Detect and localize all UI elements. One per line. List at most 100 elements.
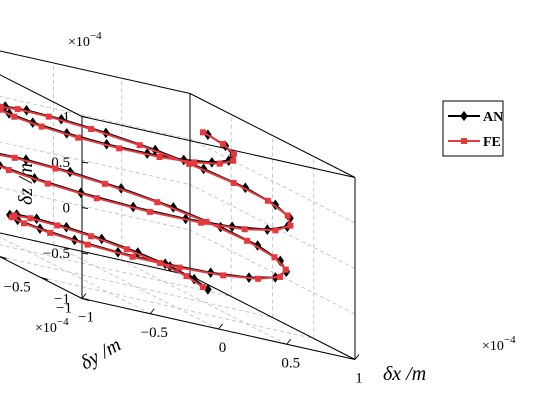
grid-line [121, 259, 287, 345]
data-point-fe [264, 197, 271, 204]
y-axis-label-text: δy /m [77, 334, 125, 375]
data-point-fe [199, 129, 206, 136]
z-tick-label: −0.5 [43, 246, 70, 262]
data-point-fe [75, 134, 82, 141]
z-tick-mark [81, 252, 89, 255]
y-tick-mark [81, 298, 90, 301]
data-point-fe [183, 273, 190, 280]
legend-label-fe: FE [483, 135, 501, 150]
z-tick-mark [81, 116, 89, 118]
data-point-fe [186, 160, 193, 167]
data-point-fe [156, 153, 163, 160]
z-tick-mark [81, 207, 89, 209]
data-point-an [62, 221, 71, 233]
axis-box-edge [0, 74, 83, 117]
data-point-fe [88, 125, 95, 132]
data-point-fe [54, 222, 61, 229]
data-point-fe [101, 180, 108, 187]
data-point-fe [282, 266, 289, 273]
grid-line [0, 236, 151, 315]
data-point-fe [191, 159, 198, 166]
data-point-fe [11, 154, 18, 161]
data-point-fe [219, 140, 226, 147]
axis-box-edge [0, 50, 191, 94]
grid-line [0, 187, 191, 231]
legend-marker-an [460, 111, 468, 121]
data-point-an [66, 166, 74, 178]
grid-line [53, 244, 219, 330]
x-tick-mark [354, 354, 360, 360]
data-point-fe [272, 227, 279, 234]
data-point-fe [203, 218, 210, 225]
data-point-fe [0, 106, 3, 113]
data-point-fe [230, 179, 237, 186]
data-point-fe [276, 273, 283, 280]
z-tick-label: −1 [54, 292, 70, 308]
x-tick-label: 1 [355, 371, 363, 387]
z-tick-label: 1 [63, 110, 71, 126]
x-exponent-label: ×10−4 [482, 334, 516, 354]
data-point-fe [198, 219, 205, 226]
data-point-fe [136, 142, 143, 149]
y-exponent-label: ×10−4 [35, 316, 69, 336]
data-point-an [190, 273, 199, 285]
y-tick-label: −0.5 [4, 280, 31, 296]
grid-line [0, 96, 191, 140]
data-point-fe [123, 246, 130, 253]
x-tick-mark [81, 293, 87, 299]
data-point-fe [216, 160, 223, 167]
data-point-fe [27, 215, 34, 222]
data-point-fe [5, 167, 12, 174]
data-point-fe [45, 113, 52, 120]
x-axis-label: δx /m [383, 363, 426, 385]
x-tick-mark [149, 308, 155, 315]
data-point-fe [157, 260, 164, 267]
data-point-fe [44, 180, 51, 187]
legend-label-an: AN [483, 110, 503, 125]
y-tick-mark [0, 256, 7, 259]
data-point-fe [129, 253, 136, 260]
y-tick-label: −1 [56, 301, 72, 317]
data-point-fe [244, 237, 251, 244]
z-axis-label-text: δz /m [15, 163, 37, 205]
data-point-fe [241, 226, 248, 233]
data-point-fe [14, 106, 21, 113]
x-tick-label: 0.5 [281, 355, 300, 371]
data-point-fe [11, 113, 18, 120]
x-tick-label: 0 [219, 340, 227, 356]
data-point-fe [8, 214, 15, 221]
axis-box-edge [189, 275, 356, 360]
data-point-fe [230, 157, 237, 164]
grid-line [0, 244, 232, 297]
x-tick-label: −1 [78, 310, 94, 326]
z-exponent-label: ×10−4 [68, 30, 102, 50]
data-point-fe [84, 241, 91, 248]
data-point-fe [38, 123, 45, 130]
z-tick-label: 0 [63, 201, 71, 217]
data-point-fe [88, 233, 95, 240]
z-axis-label: δz /m [15, 163, 37, 205]
data-point-fe [52, 165, 59, 172]
x-tick-label: −0.5 [141, 325, 168, 341]
data-point-fe [255, 275, 262, 282]
data-point-fe [220, 272, 227, 279]
legend-marker-fe [461, 138, 467, 144]
axis-box-edge [189, 93, 356, 178]
data-point-fe [93, 195, 100, 202]
data-point-fe [146, 208, 153, 215]
grid-line [40, 277, 314, 339]
data-point-fe [116, 145, 123, 152]
data-point-fe [47, 229, 54, 236]
x-axis-label-text: δx /m [383, 363, 426, 385]
z-tick-mark [81, 161, 89, 164]
axis-box-edge [0, 232, 191, 276]
grid-line [189, 138, 356, 224]
axis-box-edge [81, 116, 356, 178]
legend-box [442, 100, 504, 157]
x-tick-mark [286, 338, 292, 345]
data-point-fe [20, 220, 27, 227]
data-point-fe [176, 264, 183, 271]
data-point-fe [271, 254, 278, 261]
